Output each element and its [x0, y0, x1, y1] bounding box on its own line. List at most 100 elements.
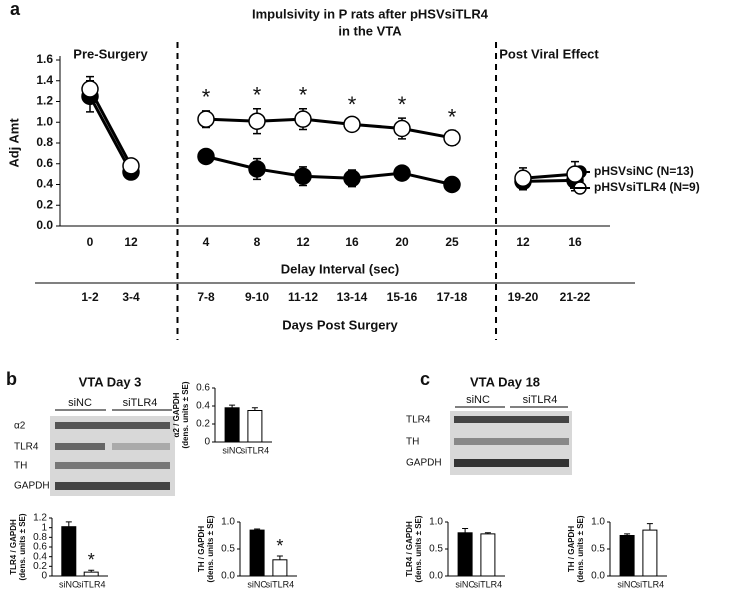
marker: [566, 165, 584, 183]
x-tick-label: 16: [345, 235, 359, 249]
section-title: Pre-Surgery: [73, 46, 148, 61]
legend-label: pHSVsiTLR4 (N=9): [594, 180, 700, 194]
series-line: [88, 95, 133, 173]
blot-title: VTA Day 18: [470, 374, 540, 389]
y-tick-label: 1.0: [429, 517, 443, 528]
x-tick-label: siTLR4: [636, 579, 665, 589]
day-label: 9-10: [245, 290, 269, 304]
marker: [197, 110, 215, 128]
blot-title: VTA Day 3: [79, 374, 142, 389]
x-tick-label: 0: [87, 235, 94, 249]
y-axis-label: (dens. units ± SE): [414, 515, 423, 582]
x-tick-label: siNC: [59, 579, 79, 589]
marker: [514, 169, 532, 188]
significance-marker: *: [398, 92, 407, 117]
y-tick-label: 0.4: [196, 401, 210, 412]
x-tick-label: 12: [124, 235, 138, 249]
y-tick-label: 0.2: [33, 561, 47, 572]
lane-label: siNC: [466, 394, 490, 406]
marker: [294, 167, 312, 185]
x-tick-label: siTLR4: [77, 579, 106, 589]
y-tick-label: 0.8: [33, 532, 47, 543]
bar: [272, 559, 288, 577]
y-tick-label: 0: [204, 437, 210, 448]
marker: [443, 129, 461, 147]
x-tick-label: 8: [254, 235, 261, 249]
bar: [619, 535, 635, 577]
bar: [642, 529, 658, 577]
x-tick-label: siNC: [222, 445, 242, 455]
x-tick-label: 25: [445, 235, 459, 249]
x-tick-label: siTLR4: [241, 445, 270, 455]
significance-marker: *: [88, 550, 95, 570]
marker: [393, 119, 411, 138]
y-tick-label: 0.2: [36, 197, 53, 211]
y-tick-label: 0.5: [429, 544, 443, 555]
y-axis-label: TLR4 / GAPDH: [9, 519, 18, 575]
error-bar: [646, 523, 653, 531]
blot-row-label: TH: [14, 461, 27, 472]
lane-label: siTLR4: [123, 397, 158, 409]
blot-row-label: GAPDH: [14, 481, 50, 492]
blot-band: [112, 443, 170, 450]
x-tick-label: 12: [516, 235, 530, 249]
y-axis-label: TH / GAPDH: [567, 526, 576, 572]
panel-label: b: [6, 369, 17, 389]
marker: [122, 157, 140, 175]
x-tick-label: siTLR4: [474, 579, 503, 589]
bar: [480, 533, 496, 577]
y-tick-label: 0.5: [221, 544, 235, 555]
blot-band: [55, 462, 170, 469]
significance-marker: *: [348, 92, 357, 117]
legend-label: pHSVsiNC (N=13): [594, 164, 694, 178]
x-tick-label: siTLR4: [266, 579, 295, 589]
day-label: 3-4: [122, 290, 140, 304]
day-label: 1-2: [81, 290, 99, 304]
chart-title: in the VTA: [338, 23, 402, 38]
y-tick-label: 0.0: [221, 571, 235, 582]
x-tick-label: siNC: [247, 579, 267, 589]
blot-band: [55, 443, 105, 450]
section-title: Post Viral Effect: [499, 46, 599, 61]
x-tick-label: siNC: [455, 579, 475, 589]
blot-row-label: GAPDH: [406, 458, 442, 469]
y-axis-label: (dens. units ± SE): [206, 515, 215, 582]
marker: [248, 112, 266, 130]
y-tick-label: 0.4: [36, 177, 53, 191]
y-axis-label: (dens. units ± SE): [181, 381, 190, 448]
y-tick-label: 0.6: [196, 383, 210, 394]
marker: [248, 160, 266, 178]
y-tick-label: 1: [41, 522, 47, 533]
y-tick-label: 0: [41, 571, 47, 582]
y-tick-label: 0.0: [429, 571, 443, 582]
y-axis-label: TH / GAPDH: [197, 526, 206, 572]
blot-band: [454, 438, 569, 445]
x-tick-label: siNC: [617, 579, 637, 589]
blot-band: [55, 482, 170, 490]
y-tick-label: 1.4: [36, 73, 53, 87]
y-tick-label: 0.4: [33, 551, 47, 562]
error-bar: [65, 521, 72, 527]
bar: [224, 407, 240, 443]
y-tick-label: 0.8: [36, 135, 53, 149]
y-tick-label: 0.0: [36, 218, 53, 232]
y-axis-label: Adj Amt: [6, 118, 21, 168]
lane-label: siNC: [68, 397, 92, 409]
bar: [247, 410, 263, 443]
blot-row-label: TLR4: [406, 415, 431, 426]
day-label: 19-20: [508, 290, 539, 304]
y-tick-label: 0.2: [196, 419, 210, 430]
day-label: 17-18: [437, 290, 468, 304]
marker: [294, 110, 312, 128]
significance-marker: *: [253, 83, 262, 108]
series-line: [88, 88, 133, 167]
significance-marker: *: [299, 83, 308, 108]
blot-band: [55, 422, 170, 429]
bar: [83, 571, 99, 577]
panel-label: a: [10, 0, 21, 19]
y-axis-label: TLR4 / GAPDH: [405, 521, 414, 577]
y-tick-label: 0.6: [36, 156, 53, 170]
significance-marker: *: [276, 536, 283, 556]
